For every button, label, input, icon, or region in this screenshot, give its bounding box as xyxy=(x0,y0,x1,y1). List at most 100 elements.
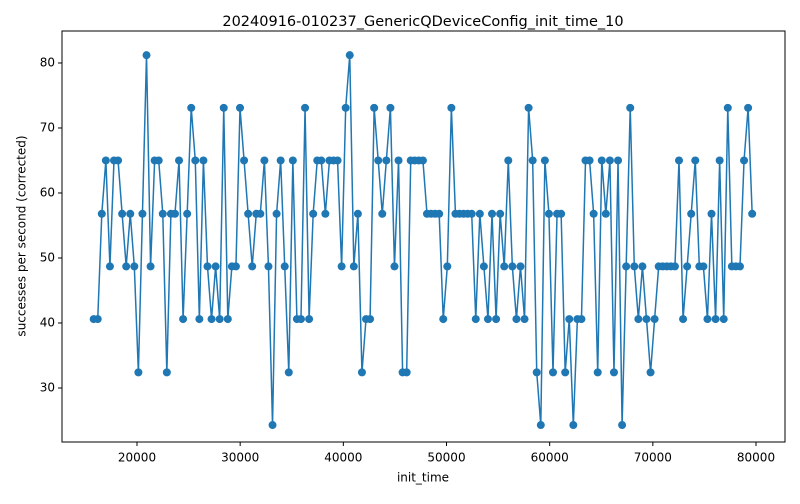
y-tick-label: 60 xyxy=(40,185,55,199)
marker xyxy=(711,315,720,324)
marker xyxy=(280,262,289,271)
marker xyxy=(390,262,399,271)
marker xyxy=(134,368,143,377)
y-tick-label: 80 xyxy=(40,55,55,69)
marker xyxy=(142,51,151,60)
marker xyxy=(622,262,631,271)
marker xyxy=(723,103,732,112)
marker xyxy=(626,103,635,112)
marker xyxy=(650,315,659,324)
y-tick-label: 50 xyxy=(40,250,55,264)
marker xyxy=(288,156,297,165)
marker xyxy=(439,315,448,324)
marker xyxy=(341,103,350,112)
marker xyxy=(703,315,712,324)
y-tick-label: 30 xyxy=(40,380,55,394)
x-tick-label: 70000 xyxy=(634,451,672,465)
marker xyxy=(683,262,692,271)
marker xyxy=(126,209,135,218)
marker xyxy=(260,156,269,165)
marker xyxy=(97,209,106,218)
plot-frame xyxy=(61,30,786,443)
marker xyxy=(162,368,171,377)
marker xyxy=(378,209,387,218)
marker xyxy=(735,262,744,271)
marker xyxy=(435,209,444,218)
marker xyxy=(199,156,208,165)
marker xyxy=(105,262,114,271)
marker xyxy=(634,315,643,324)
marker xyxy=(601,209,610,218)
marker xyxy=(231,262,240,271)
marker xyxy=(548,368,557,377)
marker xyxy=(479,262,488,271)
marker xyxy=(504,156,513,165)
marker xyxy=(524,103,533,112)
marker xyxy=(240,156,249,165)
marker xyxy=(707,209,716,218)
marker xyxy=(528,156,537,165)
marker xyxy=(609,368,618,377)
marker xyxy=(191,156,200,165)
x-tick-label: 50000 xyxy=(427,451,465,465)
marker xyxy=(394,156,403,165)
marker xyxy=(418,156,427,165)
marker xyxy=(321,209,330,218)
marker xyxy=(146,262,155,271)
marker xyxy=(447,103,456,112)
x-axis-label: init_time xyxy=(397,471,449,485)
marker xyxy=(183,209,192,218)
marker xyxy=(471,315,480,324)
marker xyxy=(386,103,395,112)
marker xyxy=(638,262,647,271)
marker xyxy=(345,51,354,60)
marker xyxy=(276,156,285,165)
marker xyxy=(512,315,521,324)
marker xyxy=(154,156,163,165)
marker xyxy=(679,315,688,324)
marker xyxy=(593,368,602,377)
marker xyxy=(565,315,574,324)
marker xyxy=(101,156,110,165)
marker xyxy=(597,156,606,165)
marker xyxy=(349,262,358,271)
marker xyxy=(309,209,318,218)
marker xyxy=(561,368,570,377)
marker xyxy=(467,209,476,218)
marker xyxy=(284,368,293,377)
marker xyxy=(256,209,265,218)
marker xyxy=(740,156,749,165)
marker xyxy=(366,315,375,324)
marker xyxy=(532,368,541,377)
marker xyxy=(138,209,147,218)
marker xyxy=(605,156,614,165)
marker xyxy=(118,209,127,218)
marker xyxy=(158,209,167,218)
x-tick-label: 80000 xyxy=(737,451,775,465)
marker xyxy=(223,315,232,324)
marker xyxy=(540,156,549,165)
y-axis-label: successes per second (corrected) xyxy=(15,135,29,336)
marker xyxy=(301,103,310,112)
marker xyxy=(646,368,655,377)
marker xyxy=(244,209,253,218)
marker xyxy=(520,315,529,324)
y-tick-label: 70 xyxy=(40,120,55,134)
marker xyxy=(187,103,196,112)
marker xyxy=(353,209,362,218)
marker xyxy=(500,262,509,271)
marker xyxy=(719,315,728,324)
marker xyxy=(175,156,184,165)
marker xyxy=(630,262,639,271)
marker xyxy=(114,156,123,165)
marker xyxy=(642,315,651,324)
marker xyxy=(207,315,216,324)
marker xyxy=(333,156,342,165)
marker xyxy=(614,156,623,165)
marker xyxy=(475,209,484,218)
marker xyxy=(748,209,757,218)
chart-title: 20240916-010237_GenericQDeviceConfig_ini… xyxy=(222,14,623,30)
marker xyxy=(264,262,273,271)
marker xyxy=(670,262,679,271)
